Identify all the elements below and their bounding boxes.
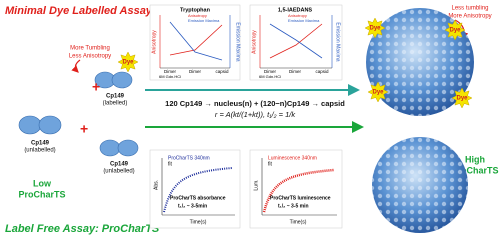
axis-label: Anisotropy (151, 30, 157, 54)
axis-label: Emission Maxima (335, 22, 341, 61)
note: Less tumbling (451, 6, 488, 12)
arrow (71, 59, 81, 73)
caption: ProCharTS absorbance (170, 195, 226, 201)
dye-star (444, 19, 466, 41)
equation: 120 Cp149 → nucleus(n) + (120−n)Cp149 → … (165, 99, 345, 108)
bottom-chart (249, 149, 343, 229)
plus: + (80, 121, 88, 137)
category-sub: 6M Gdn.HCl (259, 74, 281, 79)
category: Dimer (164, 69, 177, 74)
level-label: ProCharTS (451, 165, 498, 175)
capsid-texture (372, 137, 468, 233)
legend: Anisotropy (188, 13, 207, 18)
legend: Luminescence 340nm (268, 155, 317, 161)
chart-title: 1,5-IAEDANS (278, 7, 313, 13)
category: capsid (315, 69, 329, 74)
top-chart (149, 4, 241, 81)
category: Dimer (289, 69, 302, 74)
note: Less Anisotropy (69, 54, 111, 60)
protein-state: (unlabelled) (103, 169, 134, 175)
legend: Emission Maxima (288, 18, 320, 23)
bottom-chart (149, 149, 241, 229)
legend: ProCharTS 340nm (168, 155, 210, 161)
protein-state: (labelled) (103, 101, 128, 107)
legend: Anisotropy (288, 13, 307, 18)
legend: Emission Maxima (188, 18, 220, 23)
dye-star (117, 51, 139, 73)
dye-label: Dye (372, 90, 384, 96)
dye-star (364, 17, 386, 39)
legend: fit (268, 161, 273, 167)
level-label: ProCharTS (18, 189, 65, 199)
dye-label: Dye (122, 60, 134, 66)
dye-label: Dye (369, 26, 381, 32)
dye-star (367, 81, 389, 103)
category: Dimer (264, 69, 277, 74)
title: Minimal Dye Labelled Assay (5, 5, 153, 17)
graphical-abstract: Minimal Dye Labelled Assay Label Free As… (5, 4, 499, 235)
axis-label: Abs. (153, 180, 159, 190)
protein-name: Cp149 (110, 162, 129, 168)
level-label: High (465, 154, 485, 164)
note: More Tumbling (70, 46, 110, 52)
chart-title: Tryptophan (180, 7, 211, 13)
axis-label: Lum. (253, 179, 259, 190)
capsid-texture (366, 8, 474, 116)
plus: + (92, 79, 100, 95)
category-sub: 6M Gdn.HCl (159, 74, 181, 79)
axis-label: Anisotropy (251, 30, 257, 54)
dye-label: Dye (456, 96, 468, 102)
category: Dimer (189, 69, 202, 74)
half-life: t₁/₂ ~ 3-5 min (278, 203, 309, 209)
axis-label: Time(s) (290, 219, 307, 225)
top-chart (249, 4, 343, 81)
dye-label: Dye (449, 28, 461, 34)
axis-label: Time(s) (190, 219, 207, 225)
footer-title: Label Free Assay: ProCharTS (5, 223, 160, 235)
category: capsid (215, 69, 229, 74)
legend: fit (168, 161, 173, 167)
axis-label: Emission Maxima (235, 22, 241, 61)
half-life: t₁/₂ ~ 3-5min (178, 203, 207, 209)
note: More Anisotropy (448, 14, 491, 20)
protein-name: Cp149 (31, 141, 50, 147)
caption: ProCharTS luminescence (270, 195, 331, 201)
equation: r = A(kt/(1+kt)), t₁/₂ = 1/k (215, 110, 296, 119)
level-label: Low (33, 178, 52, 188)
protein-state: (unlabelled) (24, 148, 55, 154)
protein-name: Cp149 (106, 94, 125, 100)
protein-icons (18, 71, 139, 157)
dye-star (451, 87, 473, 109)
